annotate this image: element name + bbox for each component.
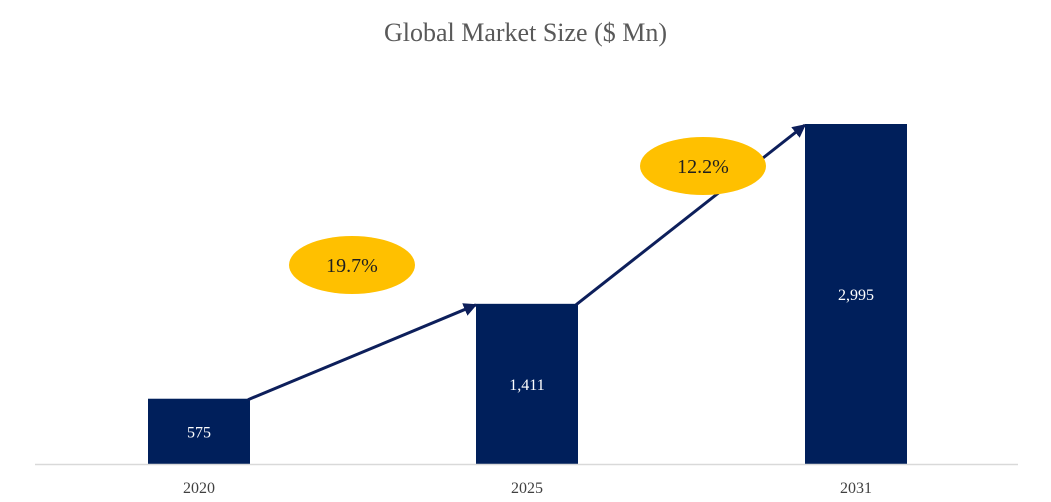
- x-tick-label: 2025: [511, 480, 543, 497]
- bars-layer: 575 1,411 2,995: [148, 124, 907, 464]
- x-tick-labels: 2020 2025 2031: [183, 480, 872, 497]
- growth-rate-label: 12.2%: [677, 156, 729, 178]
- bubbles-layer: 19.7% 12.2%: [289, 137, 766, 294]
- bar-value-label: 1,411: [509, 377, 544, 394]
- growth-arrow: [575, 123, 807, 306]
- growth-rate-bubble: [640, 137, 766, 195]
- growth-rate-bubble: [289, 236, 415, 294]
- chart-title: Global Market Size ($ Mn): [383, 18, 668, 47]
- growth-arrow: [247, 303, 478, 402]
- bar-value-label: 2,995: [838, 287, 874, 304]
- x-tick-label: 2020: [183, 480, 215, 497]
- growth-rate-label: 19.7%: [326, 255, 378, 277]
- bar-value-label: 575: [187, 424, 211, 441]
- bar-2031: [805, 124, 907, 464]
- x-tick-label: 2031: [840, 480, 872, 497]
- bar-2020: [148, 398, 250, 464]
- arrows-layer: [247, 123, 807, 402]
- bar-2025: [476, 303, 578, 464]
